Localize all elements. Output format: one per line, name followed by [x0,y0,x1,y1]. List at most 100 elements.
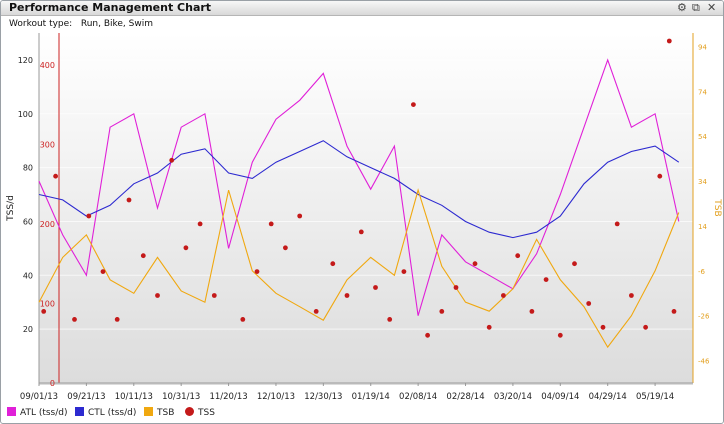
tss-point-20 [344,293,350,298]
tss-point-37 [586,301,592,306]
tss-point-41 [643,324,648,330]
tss-point-1 [53,173,58,179]
plot-area-background [39,33,693,385]
tss-point-13 [240,317,246,322]
legend-item-tss[interactable]: TSS [185,407,215,419]
workout-type-value: Run, Bike, Swim [80,19,153,29]
legend-label-atl: ATL (tss/d) [20,408,68,418]
series-line-atl [38,58,680,316]
legend-label-ctl: CTL (tss/d) [88,408,137,418]
y-left-tick-label-3: 80 [23,164,33,173]
tss-point-18 [313,309,319,314]
tss-point-6 [126,197,132,203]
tss-point-25 [411,102,416,107]
tss-point-43 [666,38,672,44]
tss-point-39 [614,221,620,227]
tss-point-33 [529,309,535,314]
tss-point-24 [401,269,407,274]
legend-label-tsb: TSB [157,408,175,418]
y-tss-tick-label-1: 100 [40,299,55,308]
x-tick-label-13: 05/19/14 [636,392,674,401]
tss-point-27 [439,309,445,314]
tss-point-14 [254,269,260,274]
y-tss-tick-label-3: 300 [40,140,55,149]
performance-chart: 20 40 60 80 100 120 0 100 200 300 400 -46 -26 -6 14 34 5… [6,33,722,401]
x-tick-label-9: 02/28/14 [446,392,484,401]
legend-label-tss: TSS [198,408,215,418]
y-left-tick-label-2: 60 [23,217,33,226]
tss-point-22 [373,285,378,290]
x-tick-label-0: 09/01/13 [20,392,58,401]
legend-swatch-atl [7,407,16,416]
y-left-tick-label-5: 120 [18,56,33,65]
legend-item-tsb[interactable]: TSB [144,407,174,419]
popout-icon[interactable]: ⧉ [692,1,700,14]
tss-point-23 [387,317,393,322]
tss-point-28 [453,285,459,290]
y-right-tick-label-7: 94 [698,43,707,51]
workout-type-label: Workout type: [9,19,73,29]
tss-point-31 [501,293,506,298]
x-tick-label-2: 10/11/13 [115,392,153,401]
legend-item-ctl[interactable]: CTL (tss/d) [75,407,136,419]
window-title: Performance Management Chart [9,1,212,14]
workout-type: Workout type: Run, Bike, Swim [9,19,153,29]
legend-swatch-tsb [144,407,153,416]
tss-point-42 [657,173,663,179]
tss-point-7 [140,253,146,259]
tss-point-29 [472,261,478,267]
x-tick-label-11: 04/09/14 [541,392,579,401]
y-right-tick-label-0: -46 [698,358,710,366]
tss-point-8 [155,293,160,298]
legend-swatch-ctl [75,407,84,416]
y-tss-tick-label-0: 0 [50,379,55,388]
y-left-tick-label-0: 20 [23,325,33,334]
tss-point-21 [358,229,364,235]
tss-point-3 [86,213,92,219]
x-tick-label-1: 09/21/13 [67,392,105,401]
tss-point-15 [268,221,274,227]
title-bar: Performance Management Chart ⚙ ⧉ ✕ [1,1,723,16]
x-tick-label-7: 01/19/14 [352,392,390,401]
tss-point-44 [671,309,677,314]
tss-point-10 [183,245,189,251]
tss-point-16 [283,245,288,251]
chart-legend: ATL (tss/d) CTL (tss/d) TSB TSS [1,403,723,423]
tss-point-30 [486,324,492,330]
tss-point-34 [543,277,549,282]
x-tick-label-3: 10/31/13 [162,392,200,401]
x-tick-label-6: 12/30/13 [304,392,342,401]
y-right-tick-label-6: 74 [698,88,707,96]
legend-swatch-tss [185,407,194,416]
tss-point-35 [557,332,563,338]
x-tick-label-12: 04/29/14 [589,392,627,401]
x-tick-label-8: 02/08/14 [399,392,437,401]
tss-point-9 [169,157,175,163]
x-tick-label-4: 11/20/13 [209,392,247,401]
y-tss-tick-label-2: 200 [40,220,55,229]
tss-point-2 [72,317,77,322]
tss-point-36 [572,261,577,267]
tss-point-17 [297,213,303,219]
y-left-axis-title: TSS/d [6,195,16,222]
gear-icon[interactable]: ⚙ [677,1,687,14]
series-line-tsb [38,188,680,349]
tss-point-12 [211,293,217,298]
series-line-ctl [38,140,680,239]
legend-item-atl[interactable]: ATL (tss/d) [7,407,68,419]
y-tss-tick-label-4: 400 [40,61,55,70]
close-icon[interactable]: ✕ [707,1,717,14]
tss-point-32 [515,253,521,259]
tss-point-19 [330,261,336,267]
y-left-tick-label-4: 100 [18,110,33,119]
x-tick-label-10: 03/20/14 [494,392,532,401]
y-right-tick-label-5: 54 [698,133,707,141]
y-right-tick-label-1: -26 [698,313,710,321]
tss-point-5 [114,317,120,322]
y-right-axis-title: TSB [712,198,722,216]
tss-point-40 [629,293,634,298]
y-right-tick-label-3: 14 [698,223,707,231]
x-tick-label-5: 12/10/13 [257,392,295,401]
tss-point-0 [41,309,47,314]
y-right-tick-label-4: 34 [698,178,707,186]
